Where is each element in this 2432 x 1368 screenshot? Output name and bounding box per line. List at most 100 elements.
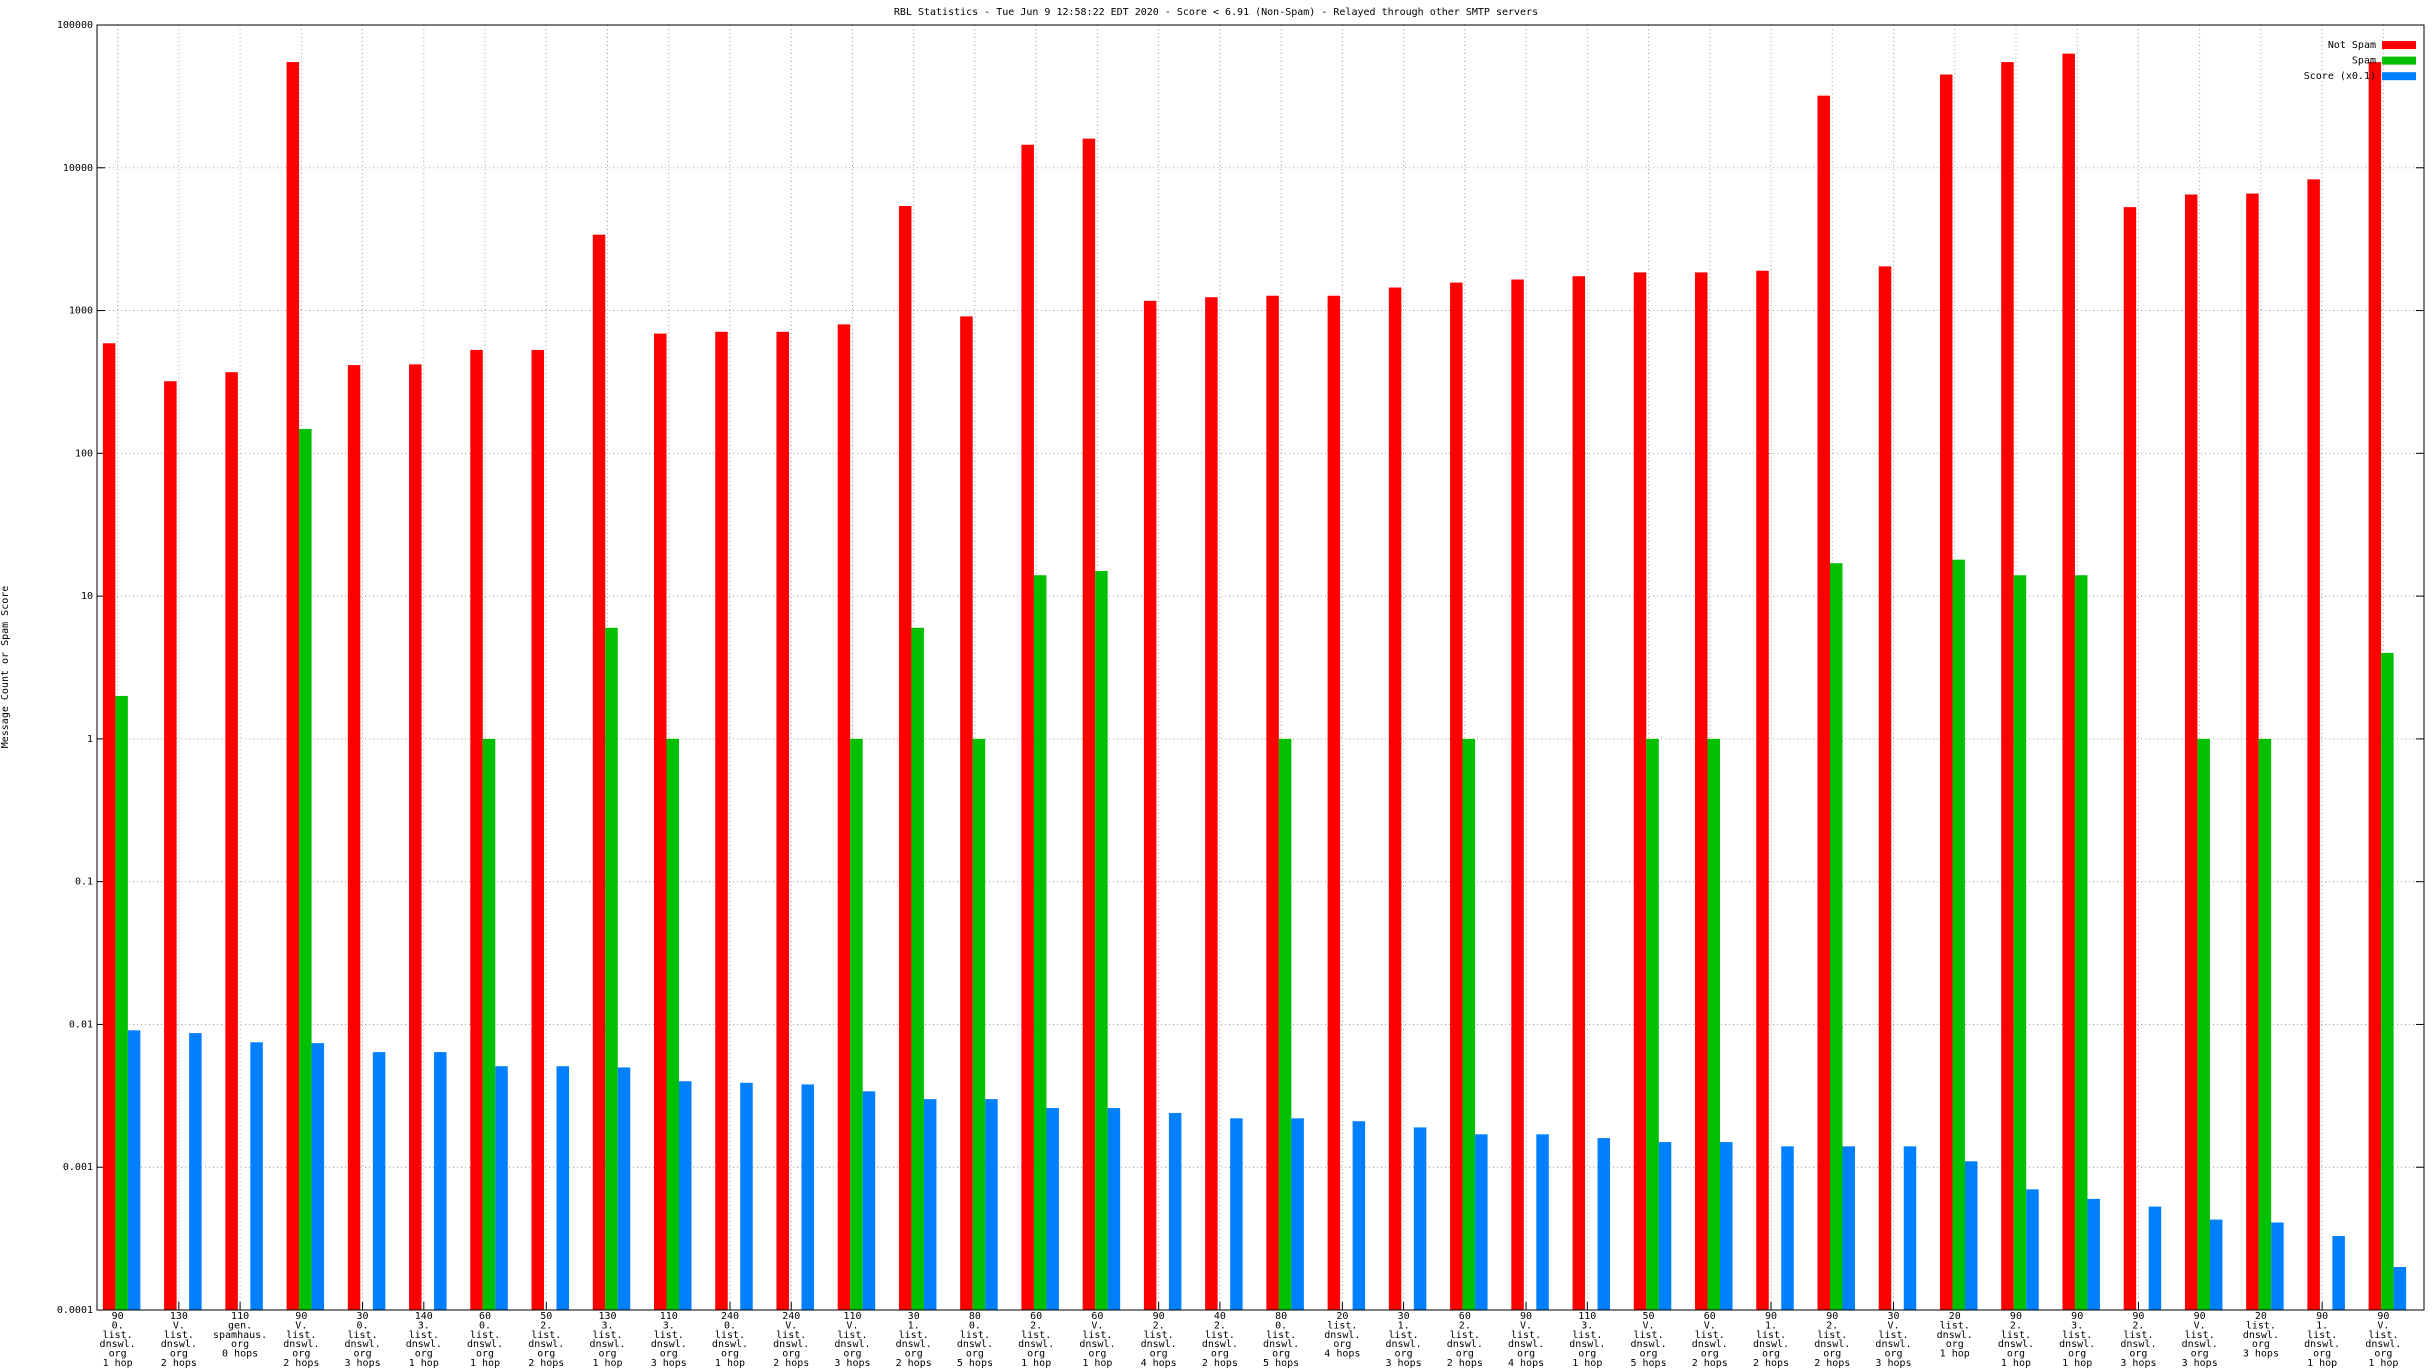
y-tick-label: 0.001 (63, 1162, 93, 1173)
bar (972, 738, 986, 1310)
bar (740, 1082, 753, 1310)
bar (299, 429, 312, 1310)
bar (715, 331, 728, 1310)
x-tick-label: 60 V. list. dnswl. org 2 hops (1692, 1311, 1728, 1368)
bar (470, 349, 483, 1310)
bar (482, 738, 496, 1310)
bar (2123, 207, 2137, 1311)
bar (592, 234, 606, 1311)
x-tick-label: 20 list. dnswl. org 4 hops (1324, 1311, 1360, 1360)
x-tick-label: 40 2. list. dnswl. org 2 hops (1202, 1311, 1238, 1368)
x-tick-label: 240 V. list. dnswl. org 2 hops (773, 1311, 809, 1368)
x-tick-label: 90 2. list. dnswl. org 1 hop (1998, 1311, 2034, 1368)
bar (1143, 300, 1157, 1310)
x-tick-label: 90 2. list. dnswl. org 3 hops (2120, 1311, 2156, 1368)
y-tick-label: 100000 (57, 20, 93, 31)
bar (311, 1043, 325, 1310)
bar (1291, 1118, 1304, 1310)
bar (1939, 74, 1953, 1310)
y-tick-label: 1 (87, 734, 93, 745)
x-tick-label: 30 1. list. dnswl. org 2 hops (896, 1311, 932, 1368)
x-tick-label: 110 gen. spamhaus. org 0 hops (213, 1311, 267, 1360)
bar (617, 1067, 631, 1310)
x-tick-label: 60 2. list. dnswl. org 2 hops (1447, 1311, 1483, 1368)
bar (2013, 575, 2027, 1310)
bar (164, 381, 177, 1311)
bar (1462, 738, 1476, 1310)
bar (115, 695, 128, 1310)
x-tick-label: 240 0. list. dnswl. org 1 hop (712, 1311, 748, 1368)
bar (1597, 1138, 1611, 1310)
bar (1450, 282, 1463, 1310)
x-tick-label: 50 V. list. dnswl. org 5 hops (1630, 1311, 1666, 1368)
bar (372, 1052, 386, 1310)
legend-swatch (2382, 72, 2416, 81)
x-tick-label: 90 3. list. dnswl. org 1 hop (2059, 1311, 2095, 1368)
bar (1964, 1161, 1978, 1310)
x-tick-label: 60 V. list. dnswl. org 1 hop (1079, 1311, 1115, 1368)
bar (960, 316, 973, 1310)
legend-label: Score (x0.1) (2304, 71, 2376, 82)
x-tick-label: 140 3. list. dnswl. org 1 hop (406, 1311, 442, 1368)
bar (2246, 193, 2259, 1311)
x-tick-label: 60 2. list. dnswl. org 1 hop (1018, 1311, 1054, 1368)
x-tick-label: 90 2. list. dnswl. org 4 hops (1141, 1311, 1177, 1368)
bar (776, 331, 789, 1310)
bar (1781, 1146, 1794, 1310)
bar (495, 1066, 508, 1310)
y-tick-label: 100 (75, 448, 93, 459)
bar (250, 1042, 263, 1310)
x-tick-label: 80 0. list. dnswl. org 5 hops (957, 1311, 993, 1368)
bar (1033, 575, 1047, 1310)
bar (2393, 1267, 2407, 1310)
bar (2087, 1198, 2100, 1310)
bar (2184, 194, 2198, 1310)
bar (911, 627, 924, 1310)
bar (1475, 1134, 1488, 1310)
bar (1168, 1112, 1182, 1310)
bar (898, 205, 912, 1311)
bar (2381, 652, 2394, 1310)
bar (679, 1081, 692, 1310)
bar (1107, 1107, 1121, 1310)
bar (2307, 179, 2320, 1310)
bar (531, 349, 545, 1310)
x-tick-label: 50 2. list. dnswl. org 2 hops (528, 1311, 564, 1368)
bar (1903, 1146, 1917, 1310)
bar (1511, 279, 1524, 1311)
x-tick-label: 130 V. list. dnswl. org 2 hops (161, 1311, 197, 1368)
bar (2074, 575, 2088, 1310)
bar (837, 324, 851, 1310)
bar (1021, 144, 1034, 1310)
bar (2368, 62, 2382, 1311)
legend-label: Spam (2352, 56, 2376, 67)
bar (923, 1099, 937, 1310)
x-tick-label: 90 V. list. dnswl. org 3 hops (2182, 1311, 2218, 1368)
bar (1658, 1142, 1672, 1310)
bar (1817, 95, 1830, 1311)
bar (1352, 1121, 1366, 1310)
bar (1278, 738, 1292, 1310)
x-tick-label: 20 list. dnswl. org 1 hop (1937, 1311, 1973, 1360)
bar (1388, 287, 1402, 1311)
bar (2001, 62, 2014, 1311)
bar (1952, 559, 1965, 1310)
bar (1842, 1146, 1855, 1310)
bar (1756, 270, 1769, 1310)
bar (225, 372, 238, 1310)
y-axis-label: Message Count or Spam Score (0, 586, 11, 749)
bar (1633, 272, 1647, 1310)
y-tick-label: 10000 (63, 163, 93, 174)
bar (2332, 1235, 2345, 1310)
x-tick-label: 130 3. list. dnswl. org 1 hop (589, 1311, 625, 1368)
bar (434, 1052, 447, 1310)
y-tick-label: 1000 (69, 306, 93, 317)
bar (1327, 295, 1341, 1310)
y-tick-label: 0.1 (75, 877, 93, 888)
y-tick-label: 0.0001 (57, 1305, 93, 1316)
x-tick-label: 30 0. list. dnswl. org 3 hops (345, 1311, 381, 1368)
bar (654, 333, 667, 1310)
legend-label: Not Spam (2328, 40, 2376, 51)
bar (1205, 297, 1218, 1310)
chart-title: RBL Statistics - Tue Jun 9 12:58:22 EDT … (894, 7, 1538, 18)
